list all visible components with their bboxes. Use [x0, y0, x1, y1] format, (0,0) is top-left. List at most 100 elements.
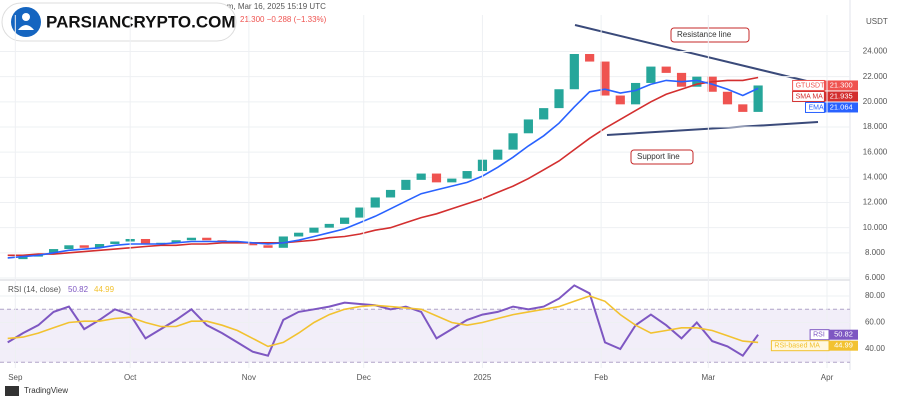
- candle: [263, 245, 273, 248]
- candle: [140, 238, 151, 245]
- price-tag-name-box: [792, 90, 825, 102]
- candle: [661, 66, 671, 73]
- x-tick-label: 2025: [474, 373, 492, 382]
- y-tick-label: 12.000: [863, 198, 888, 207]
- footer-brand: TradingView: [24, 386, 68, 395]
- price-tag-name-box: [792, 79, 825, 91]
- price-tag-name: EMA: [809, 104, 825, 111]
- candle: [630, 82, 641, 105]
- candle: [585, 54, 595, 62]
- price-tag-box: [824, 102, 858, 113]
- candle: [539, 108, 549, 120]
- series-line: [7, 295, 759, 348]
- y-tick-label: 8.000: [865, 248, 886, 257]
- resistance-trendline: [574, 24, 816, 84]
- price-tag-box: [824, 80, 858, 91]
- candle: [493, 149, 503, 160]
- candle: [416, 173, 426, 180]
- price-tag-value: 21.935: [830, 91, 853, 100]
- logo-icon-body: [18, 25, 34, 30]
- x-tick-label: Apr: [821, 373, 834, 382]
- price-tag-value: 21.064: [830, 102, 853, 111]
- series-line: [7, 79, 759, 259]
- y-tick-label: 14.000: [863, 172, 888, 181]
- x-tick-label: Nov: [242, 373, 256, 382]
- y-tick-label: 16.000: [863, 147, 888, 156]
- candle: [554, 89, 564, 109]
- x-tick-label: Sep: [8, 373, 23, 382]
- candle: [49, 249, 59, 255]
- currency: USDT: [866, 17, 888, 26]
- annotation: Support line: [637, 152, 680, 161]
- x-tick-label: Dec: [357, 373, 371, 382]
- candle: [431, 173, 442, 183]
- y-tick-label: 40.00: [865, 344, 886, 353]
- y-tick-label: 60.00: [865, 318, 886, 327]
- candle: [18, 256, 28, 260]
- price-tag-box: [829, 329, 858, 340]
- candle: [202, 237, 212, 241]
- annotation-box: [670, 27, 750, 43]
- candle: [738, 104, 748, 112]
- price-tag-name: GTUSDT: [796, 82, 826, 89]
- y-tick-label: 6.000: [865, 273, 886, 282]
- price-tag-box: [829, 340, 858, 351]
- x-tick-label: Oct: [124, 373, 137, 382]
- candle: [355, 207, 365, 218]
- price-tag-name: SMA MA: [796, 93, 824, 100]
- candle: [401, 179, 411, 190]
- candle: [722, 91, 733, 105]
- candle: [79, 245, 89, 248]
- candle: [186, 237, 197, 241]
- panel-value: 50.82: [68, 285, 89, 294]
- candle: [370, 197, 380, 208]
- candle: [385, 189, 396, 198]
- candle: [508, 133, 518, 150]
- candle: [64, 245, 74, 250]
- candle: [248, 242, 258, 246]
- candle: [324, 223, 334, 228]
- logo-icon-head: [22, 13, 30, 21]
- price-tag-value: 50.82: [834, 330, 853, 339]
- panel-value: 44.99: [94, 285, 115, 294]
- candle: [692, 76, 702, 87]
- price-tag-name: RSI: [813, 332, 825, 339]
- y-tick-label: 10.000: [863, 223, 888, 232]
- quote: 21.300 −0.288 (−1.33%): [240, 15, 327, 24]
- candle: [676, 72, 687, 87]
- y-tick-label: 80.00: [865, 291, 886, 300]
- support-trendline: [606, 121, 819, 136]
- y-tick-label: 22.000: [863, 72, 888, 81]
- x-tick-label: Mar: [701, 373, 715, 382]
- candle: [171, 240, 181, 243]
- y-tick-label: 18.000: [863, 122, 888, 131]
- footer-icon: [5, 386, 19, 396]
- price-tag-value: 44.99: [834, 341, 853, 350]
- x-tick-label: Feb: [594, 373, 608, 382]
- candle: [523, 119, 533, 134]
- candle: [340, 217, 350, 224]
- price-tag-box: [824, 91, 858, 102]
- candle: [600, 61, 610, 96]
- price-tag-value: 21.300: [830, 80, 853, 89]
- annotation: Resistance line: [677, 30, 732, 39]
- logo: PARSIANCRYPTO.COM: [1, 2, 237, 42]
- candle: [646, 66, 656, 83]
- panel-title: RSI (14, close): [8, 285, 61, 294]
- series-line: [7, 76, 759, 257]
- candle: [569, 54, 579, 90]
- candle: [309, 227, 319, 233]
- candle: [294, 232, 304, 237]
- y-tick-label: 24.000: [863, 47, 888, 56]
- candle: [447, 178, 457, 183]
- logo-box: [1, 2, 237, 42]
- candle: [753, 85, 763, 112]
- candle: [110, 241, 120, 245]
- annotation-box: [630, 149, 694, 165]
- price-tag-name: RSI-based MA: [774, 343, 820, 350]
- y-tick-label: 20.000: [863, 97, 888, 106]
- candle: [462, 171, 472, 179]
- candle: [94, 244, 105, 248]
- candle: [615, 95, 625, 105]
